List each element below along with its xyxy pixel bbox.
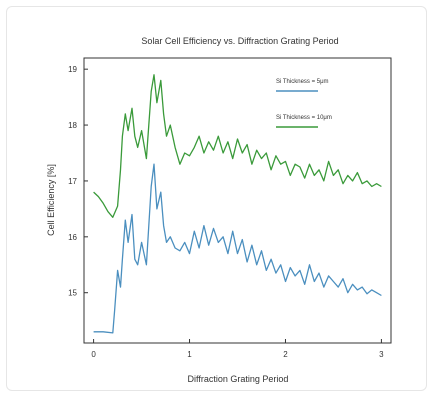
plot-frame [83,57,392,344]
legend-label-thin: Si Thickness = 5μm [276,79,329,85]
x-tick-label: 1 [187,350,192,359]
chart-legend: Si Thickness = 5μm Si Thickness = 10μm [276,79,332,128]
y-axis-label: Cell Efficiency [%] [46,164,56,236]
chart-card [6,6,427,391]
x-tick-label: 0 [91,350,96,359]
chart-title: Solar Cell Efficiency vs. Diffraction Gr… [141,36,338,46]
x-tick-label: 3 [379,350,384,359]
y-tick-label: 15 [68,289,77,298]
y-axis-ticks: 15 16 17 18 19 [68,65,88,298]
y-tick-label: 16 [68,233,77,242]
y-tick-label: 19 [68,65,77,74]
series-line-1 [93,163,382,334]
y-tick-label: 18 [68,121,77,130]
x-axis-label: Diffraction Grating Period [188,374,289,384]
legend-label-thick: Si Thickness = 10μm [276,115,332,121]
series-line-0 [93,74,382,218]
y-tick-label: 17 [68,177,77,186]
x-axis-ticks: 0 1 2 3 [91,339,384,359]
x-tick-label: 2 [283,350,288,359]
series-lines [93,74,382,334]
